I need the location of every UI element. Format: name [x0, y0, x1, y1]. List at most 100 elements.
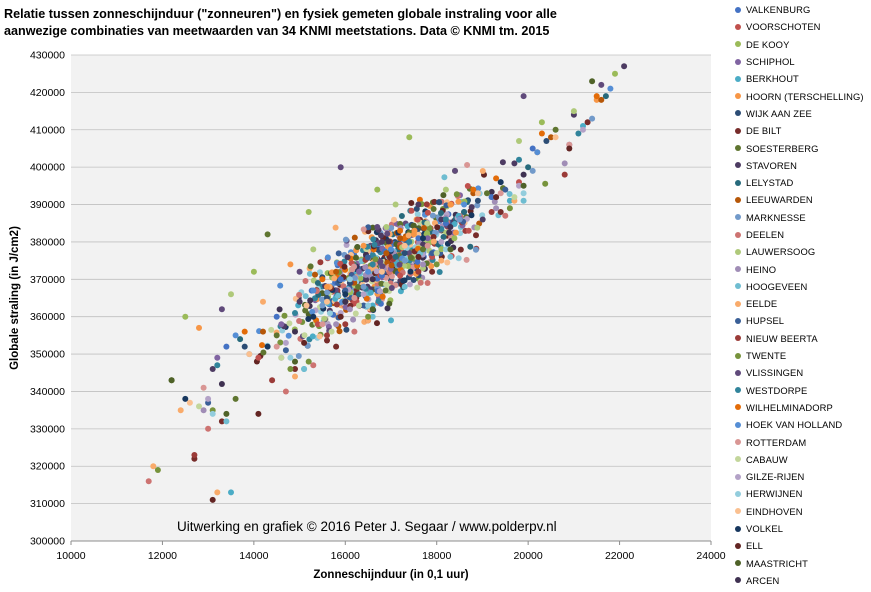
legend-item: VOLKEL — [735, 520, 871, 537]
data-point — [405, 232, 412, 239]
data-point — [362, 264, 369, 271]
legend-label: STAVOREN — [746, 159, 797, 171]
data-point — [391, 216, 397, 223]
data-point — [333, 343, 340, 350]
data-point — [475, 185, 482, 192]
data-point — [214, 489, 221, 496]
data-point — [397, 272, 404, 279]
data-point — [447, 246, 454, 253]
data-point — [516, 138, 522, 144]
data-point — [319, 302, 326, 309]
legend-marker-icon — [735, 23, 741, 30]
data-point — [218, 306, 225, 313]
data-points — [145, 63, 628, 503]
data-point — [321, 315, 328, 322]
data-point — [570, 108, 577, 115]
data-point — [319, 276, 326, 283]
data-point — [360, 291, 367, 298]
data-point — [369, 224, 376, 231]
data-point — [426, 225, 433, 232]
data-point — [319, 296, 325, 303]
legend-item: DE BILT — [735, 122, 871, 139]
data-point — [502, 186, 509, 193]
data-point — [273, 332, 280, 339]
data-point — [452, 167, 458, 174]
data-point — [455, 255, 462, 262]
data-point — [497, 190, 504, 197]
legend-label: ARCEN — [746, 574, 780, 586]
data-point — [232, 395, 239, 402]
data-point — [378, 280, 385, 287]
data-point — [447, 224, 454, 230]
data-point — [384, 230, 391, 237]
data-point — [493, 175, 500, 182]
data-point — [420, 235, 426, 242]
data-point — [145, 478, 152, 485]
legend-item: LEEUWARDEN — [735, 191, 871, 208]
data-point — [282, 339, 289, 346]
data-point — [223, 410, 230, 417]
data-point — [342, 291, 349, 298]
data-point — [455, 198, 462, 205]
data-point — [415, 201, 422, 208]
data-point — [365, 268, 372, 275]
data-point — [384, 305, 391, 312]
data-point — [414, 216, 421, 223]
legend-item: SOESTERBERG — [735, 139, 871, 156]
legend-marker-icon — [735, 75, 741, 82]
legend-label: HEINO — [746, 263, 777, 275]
data-point — [154, 467, 161, 473]
legend-marker-icon — [735, 542, 741, 549]
legend-label: ROTTERDAM — [746, 436, 807, 448]
data-point — [429, 250, 436, 257]
data-point — [474, 190, 481, 197]
data-point — [456, 216, 463, 223]
legend-item: EINDHOVEN — [735, 503, 871, 520]
legend-marker-icon — [735, 283, 741, 290]
data-point — [534, 149, 541, 156]
data-point — [273, 313, 280, 320]
legend-marker-icon — [735, 387, 741, 394]
data-point — [260, 349, 267, 356]
data-point — [356, 291, 362, 298]
data-point — [398, 213, 405, 219]
data-point — [278, 321, 285, 328]
data-point — [401, 242, 408, 249]
legend-label: LAUWERSOOG — [746, 246, 816, 258]
data-point — [209, 496, 216, 503]
data-point — [209, 410, 216, 417]
legend-marker-icon — [735, 369, 741, 376]
legend-label: MARKNESSE — [746, 211, 806, 223]
legend-marker-icon — [735, 421, 741, 428]
legend-item: HOOGEVEEN — [735, 278, 871, 295]
legend-marker-icon — [735, 41, 741, 48]
data-point — [312, 271, 318, 278]
chart-title-line-1: Relatie tussen zonneschijnduur ("zonneur… — [4, 7, 557, 21]
data-point — [379, 263, 386, 270]
data-point — [388, 246, 394, 253]
data-point — [461, 201, 468, 208]
data-point — [367, 289, 374, 296]
legend-marker-icon — [735, 231, 741, 238]
data-point — [301, 339, 308, 346]
data-point — [232, 332, 239, 339]
data-point — [292, 358, 298, 365]
x-tick-label: 10000 — [56, 550, 85, 562]
data-point — [488, 194, 495, 201]
legend-label: HOOGEVEEN — [746, 280, 808, 292]
data-point — [302, 293, 309, 300]
data-point — [376, 288, 383, 295]
x-tick-label: 14000 — [239, 550, 268, 562]
data-point — [324, 332, 330, 339]
data-point — [255, 354, 262, 361]
data-point — [332, 224, 339, 231]
legend-marker-icon — [735, 473, 741, 480]
legend-item: MARKNESSE — [735, 209, 871, 226]
data-point — [374, 186, 381, 193]
data-point — [343, 242, 350, 248]
data-point — [337, 164, 344, 171]
data-point — [385, 238, 392, 245]
legend-marker-icon — [735, 162, 741, 169]
data-point — [430, 238, 437, 245]
